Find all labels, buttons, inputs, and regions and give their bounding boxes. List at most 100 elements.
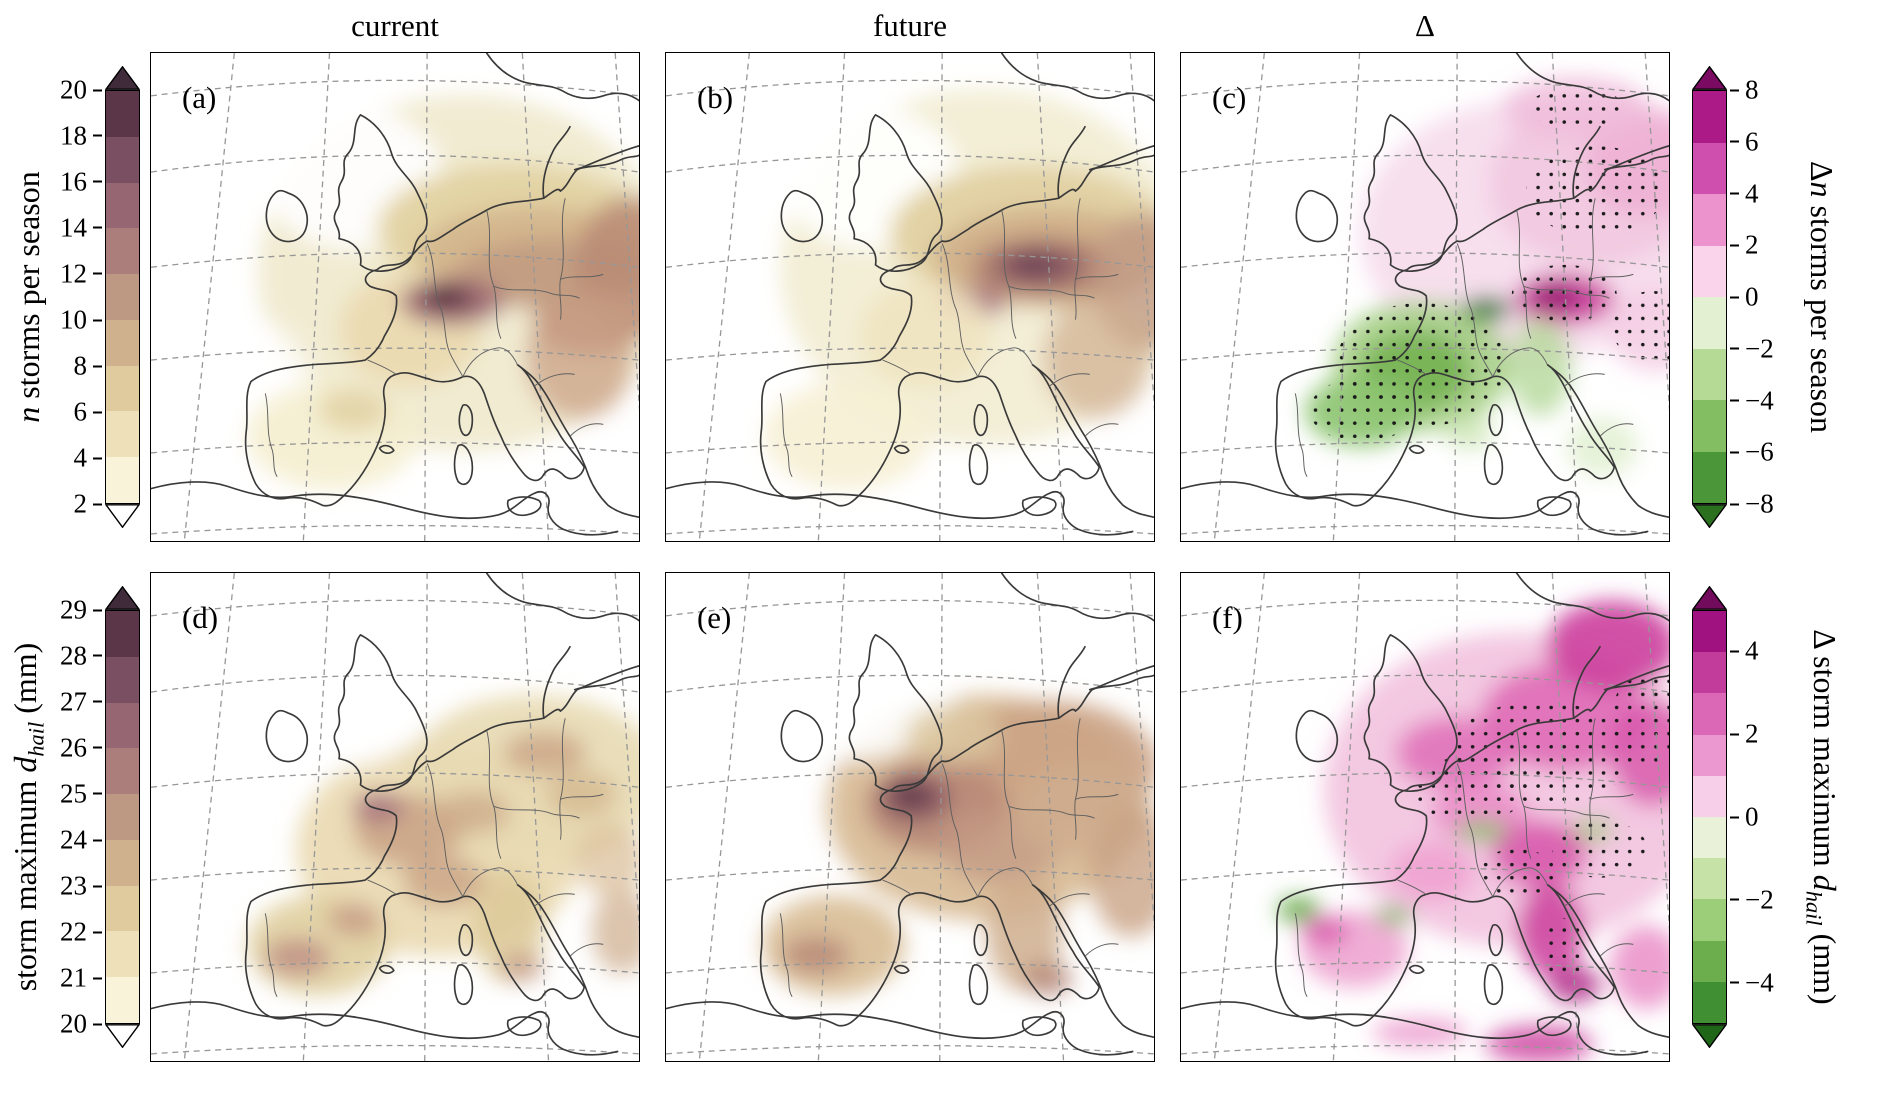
label-variable: d [6,756,43,773]
colorbar-tick: 20 [60,1010,102,1038]
colorbar-tick: 27 [60,688,102,715]
colorbar-segment [106,319,139,366]
colorbar-over-arrow [105,586,140,610]
data-blob [1089,806,1154,938]
data-blob [1024,962,1072,996]
data-blob [216,602,443,770]
colorbar-under-arrow [1692,504,1727,528]
colorbar-segment [106,411,139,458]
colorbar-over-arrow [1692,66,1727,90]
colorbar-tick: 18 [60,122,102,149]
column-title-future: future [872,8,948,43]
colorbar-tick: 23 [60,872,102,900]
colorbar-segment [106,794,139,840]
colorbar-tick: 4 [74,444,102,472]
data-blob [574,824,639,896]
data-blob [1375,906,1414,926]
colorbar-ticks: 29 28 27 26 25 24 23 22 21 20 [60,596,140,1037]
colorbar-tick: 4 [1730,637,1759,665]
data-blob [1445,416,1493,450]
colorbar-ticks: 20 18 16 14 12 10 8 6 4 2 [60,76,140,517]
colorbar-tick: 8 [1730,76,1759,104]
colorbar-tick: −4 [1730,969,1774,996]
colorbar-segment [1693,297,1726,349]
colorbar-tick: 16 [60,168,102,195]
colorbar-label-dhail: storm maximum dhail (mm) [6,572,50,1062]
colorbar-body [105,610,140,1024]
colorbar-segment [1693,899,1726,941]
label-variable: n [9,406,46,423]
data-blob [1546,600,1669,691]
colorbar-segment [1693,451,1726,503]
stipple-dots [1611,291,1669,363]
map-panel-c: (c) [1180,52,1670,542]
data-blob [1277,896,1321,923]
colorbar-segment [1693,348,1726,400]
colorbar-segment [1693,693,1726,735]
data-blob [1043,299,1151,419]
colorbar-tick: 6 [74,398,102,426]
label-delta: Δ [1804,160,1841,182]
colorbar-segment [1693,400,1726,452]
colorbar-segment [1693,775,1726,818]
data-blob [731,605,958,760]
data-blob [1009,254,1058,276]
colorbar-segment [106,365,139,412]
colorbar-tick: 2 [1730,231,1759,259]
data-blob [1509,316,1572,417]
colorbar-label-n-storms: n storms per season [6,52,50,542]
data-blob [1372,1018,1468,1047]
colorbar-tick: −4 [1730,387,1774,414]
stipple-dots [1540,918,1589,981]
data-field [174,94,639,506]
colorbar-ticks: 4 2 0 −2 −4 [1692,610,1774,1024]
colorbar-tick: 0 [1730,283,1759,311]
colorbar-segment [1693,142,1726,194]
data-field [763,88,1154,490]
data-blob [1485,1025,1593,1061]
label-text: storms per season [1804,197,1841,434]
colorbar-segment [1693,734,1726,776]
label-variable: d [1807,874,1844,891]
map-panel-d: (d) [150,572,640,1062]
colorbar-tick: −8 [1730,490,1774,518]
colorbar-tick: 26 [60,734,102,761]
colorbar-tick: −2 [1730,335,1774,362]
label-subscript: hail [1801,890,1827,926]
stipple-dots [1474,849,1559,897]
colorbar-tick: −6 [1730,438,1774,466]
colorbar-tick: 29 [60,596,102,624]
colorbar-label-delta-dhail: Δ storm maximum dhail (mm) [1800,572,1844,1062]
data-blob [986,871,1063,991]
colorbar-tick: 8 [74,352,102,380]
panel-label: (e) [697,600,731,635]
map-panel-f: (f) [1180,572,1670,1062]
column-title-delta: Δ [1415,8,1435,43]
data-blob [591,888,639,975]
colorbar-tick: 0 [1730,803,1759,831]
colorbar-tick: 21 [60,964,102,992]
data-blob [429,289,459,305]
colorbar-segment [106,457,139,504]
colorbar-over-arrow [1692,586,1727,610]
colorbar-tick: 4 [1730,180,1759,207]
data-field [731,605,1154,996]
panel-label: (c) [1212,80,1246,115]
data-blob [503,731,587,775]
colorbar-segment [106,977,139,1024]
stipple-overlay [1411,670,1669,981]
data-blob [860,281,991,389]
colorbar-segment [106,182,139,229]
data-blob [531,288,639,356]
data-blob [1301,916,1349,946]
label-text: (mm) [6,642,43,722]
colorbar-segment [106,274,139,320]
colorbar-segment [106,228,139,275]
colorbar-tick: 2 [1730,720,1759,748]
colorbar-segment [106,91,139,137]
data-blob [546,770,618,819]
colorbar-tick: 20 [60,76,102,104]
colorbar-segment [106,136,139,183]
data-blob [317,388,390,432]
